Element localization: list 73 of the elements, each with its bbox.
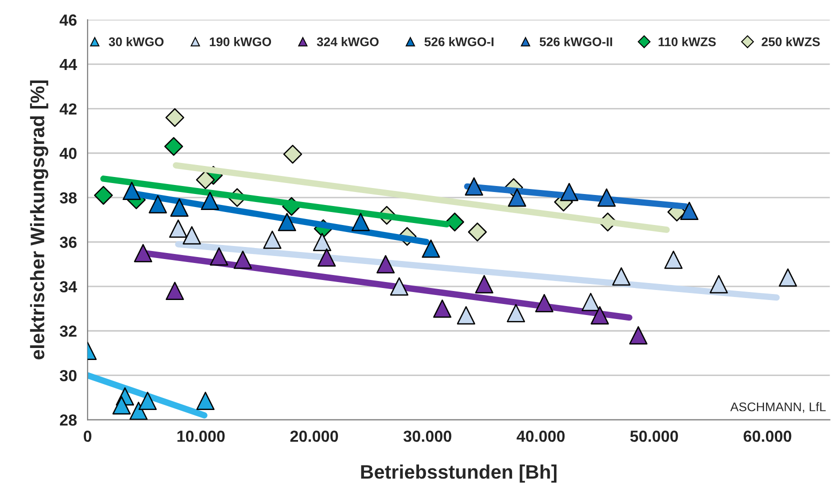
x-tick-label: 50.000 <box>630 430 678 442</box>
point <box>778 268 798 287</box>
point <box>352 212 370 232</box>
y-tick-label: 32 <box>60 326 77 337</box>
point <box>318 248 336 267</box>
point <box>196 392 215 410</box>
point <box>508 188 526 207</box>
point <box>166 282 184 300</box>
point <box>165 108 184 127</box>
x-tick-label: 60.000 <box>744 430 792 442</box>
point <box>134 244 152 262</box>
point <box>506 304 526 322</box>
y-tick-label: 28 <box>60 414 77 426</box>
y-tick-label: 36 <box>60 236 77 248</box>
point <box>129 402 148 420</box>
point <box>182 226 201 244</box>
y-tick-label: 44 <box>60 59 78 70</box>
point <box>283 144 302 164</box>
point <box>664 250 683 269</box>
point <box>582 292 600 312</box>
point <box>680 202 698 220</box>
x-axis-title: Betriebsstunden [Bh] <box>361 464 556 483</box>
point <box>263 230 282 249</box>
point <box>196 170 215 190</box>
point <box>468 222 487 242</box>
point <box>112 396 131 414</box>
y-tick-label: 30 <box>60 370 76 382</box>
y-tick-label: 42 <box>60 103 77 114</box>
point <box>234 250 252 269</box>
legend-label: 110 kWZS <box>658 37 716 46</box>
point <box>148 195 167 214</box>
point <box>535 294 554 312</box>
point <box>456 306 476 324</box>
x-tick-label: 10.000 <box>177 430 225 442</box>
point <box>122 182 141 200</box>
y-tick-label: 34 <box>60 281 78 292</box>
legend-label: 526 kWGO-I <box>424 37 494 46</box>
point <box>278 212 296 232</box>
point <box>590 306 609 324</box>
point <box>313 232 332 252</box>
point <box>560 182 578 202</box>
point <box>597 188 616 207</box>
point <box>433 300 452 318</box>
point <box>138 392 157 410</box>
point <box>169 220 188 238</box>
x-tick-label: 0 <box>84 430 92 442</box>
y-tick-label: 46 <box>60 14 77 26</box>
y-tick-label: 38 <box>60 192 77 204</box>
legend-label: 324 kWGO <box>316 37 379 46</box>
point <box>376 255 395 274</box>
y-axis-title: elektrischer Wirkungsgrad [%] <box>30 80 48 360</box>
point <box>200 192 220 210</box>
point <box>422 240 440 258</box>
point <box>710 275 728 294</box>
point <box>170 198 188 217</box>
point <box>464 177 484 196</box>
point <box>94 186 113 205</box>
legend-label: 30 kWGO <box>108 37 164 46</box>
point <box>390 277 408 296</box>
point <box>475 275 494 294</box>
y-tick-label: 40 <box>60 148 76 160</box>
legend-label: 250 kWZS <box>762 37 820 46</box>
legend-label: 190 kWGO <box>210 37 272 46</box>
x-tick-label: 30.000 <box>403 430 452 442</box>
annotation: ASCHMANN, LfL <box>730 402 826 413</box>
x-tick-label: 40.000 <box>516 430 565 442</box>
legend-label: 526 kWGO-II <box>540 37 612 46</box>
point <box>445 212 464 232</box>
point <box>629 326 648 344</box>
point <box>164 137 184 156</box>
point <box>612 267 630 286</box>
x-tick-label: 20.000 <box>290 430 338 442</box>
point <box>210 247 228 266</box>
